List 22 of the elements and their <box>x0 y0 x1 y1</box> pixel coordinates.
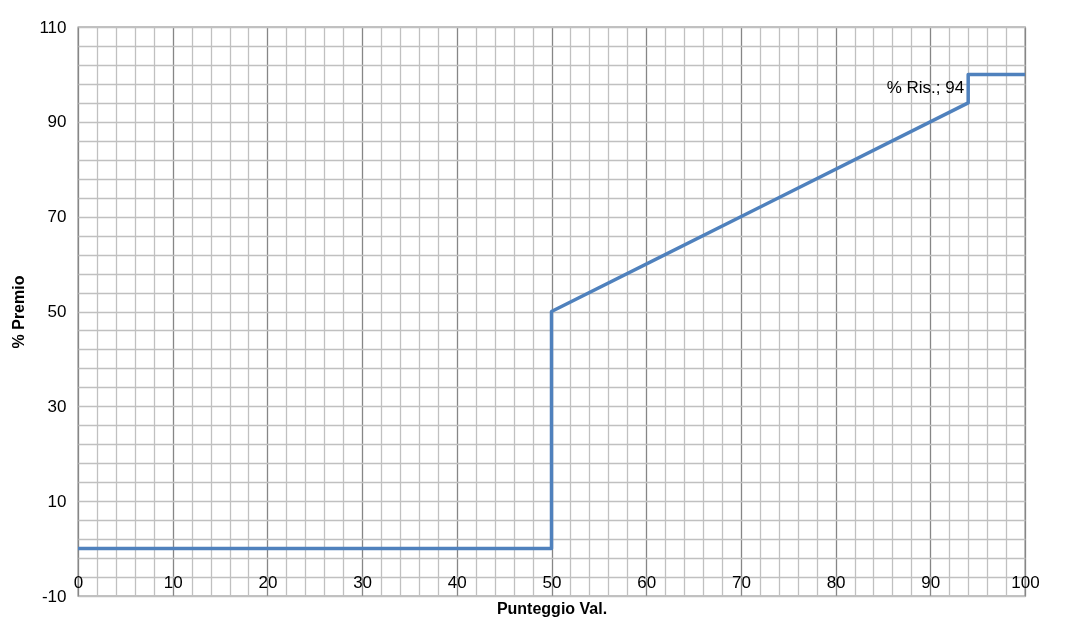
x-axis-title: Punteggio Val. <box>496 600 608 617</box>
y-tick-label: -10 <box>41 586 67 606</box>
x-tick-label: 10 <box>163 572 183 592</box>
x-tick-label: 0 <box>73 572 84 592</box>
x-tick-label: 20 <box>258 572 278 592</box>
x-tick-label: 70 <box>731 572 751 592</box>
y-tick-label: 110 <box>39 17 67 37</box>
y-tick-label: 30 <box>47 396 67 416</box>
annotation: % Ris.; 94 <box>886 77 965 97</box>
x-tick-label: 60 <box>637 572 657 592</box>
x-tick-label: 40 <box>447 572 467 592</box>
x-tick-label: 80 <box>826 572 846 592</box>
y-tick-label: 50 <box>47 302 67 321</box>
x-tick-label: 50 <box>542 572 562 592</box>
y-axis-title: % Premio <box>10 275 28 349</box>
x-tick-label: 30 <box>353 572 373 592</box>
x-tick-label: 100 <box>1011 572 1040 592</box>
y-tick-label: 10 <box>47 491 67 511</box>
line-series <box>76 72 1027 551</box>
x-tick-label: 90 <box>921 572 941 592</box>
y-tick-label: 70 <box>47 207 67 227</box>
y-tick-label: 90 <box>47 112 67 132</box>
